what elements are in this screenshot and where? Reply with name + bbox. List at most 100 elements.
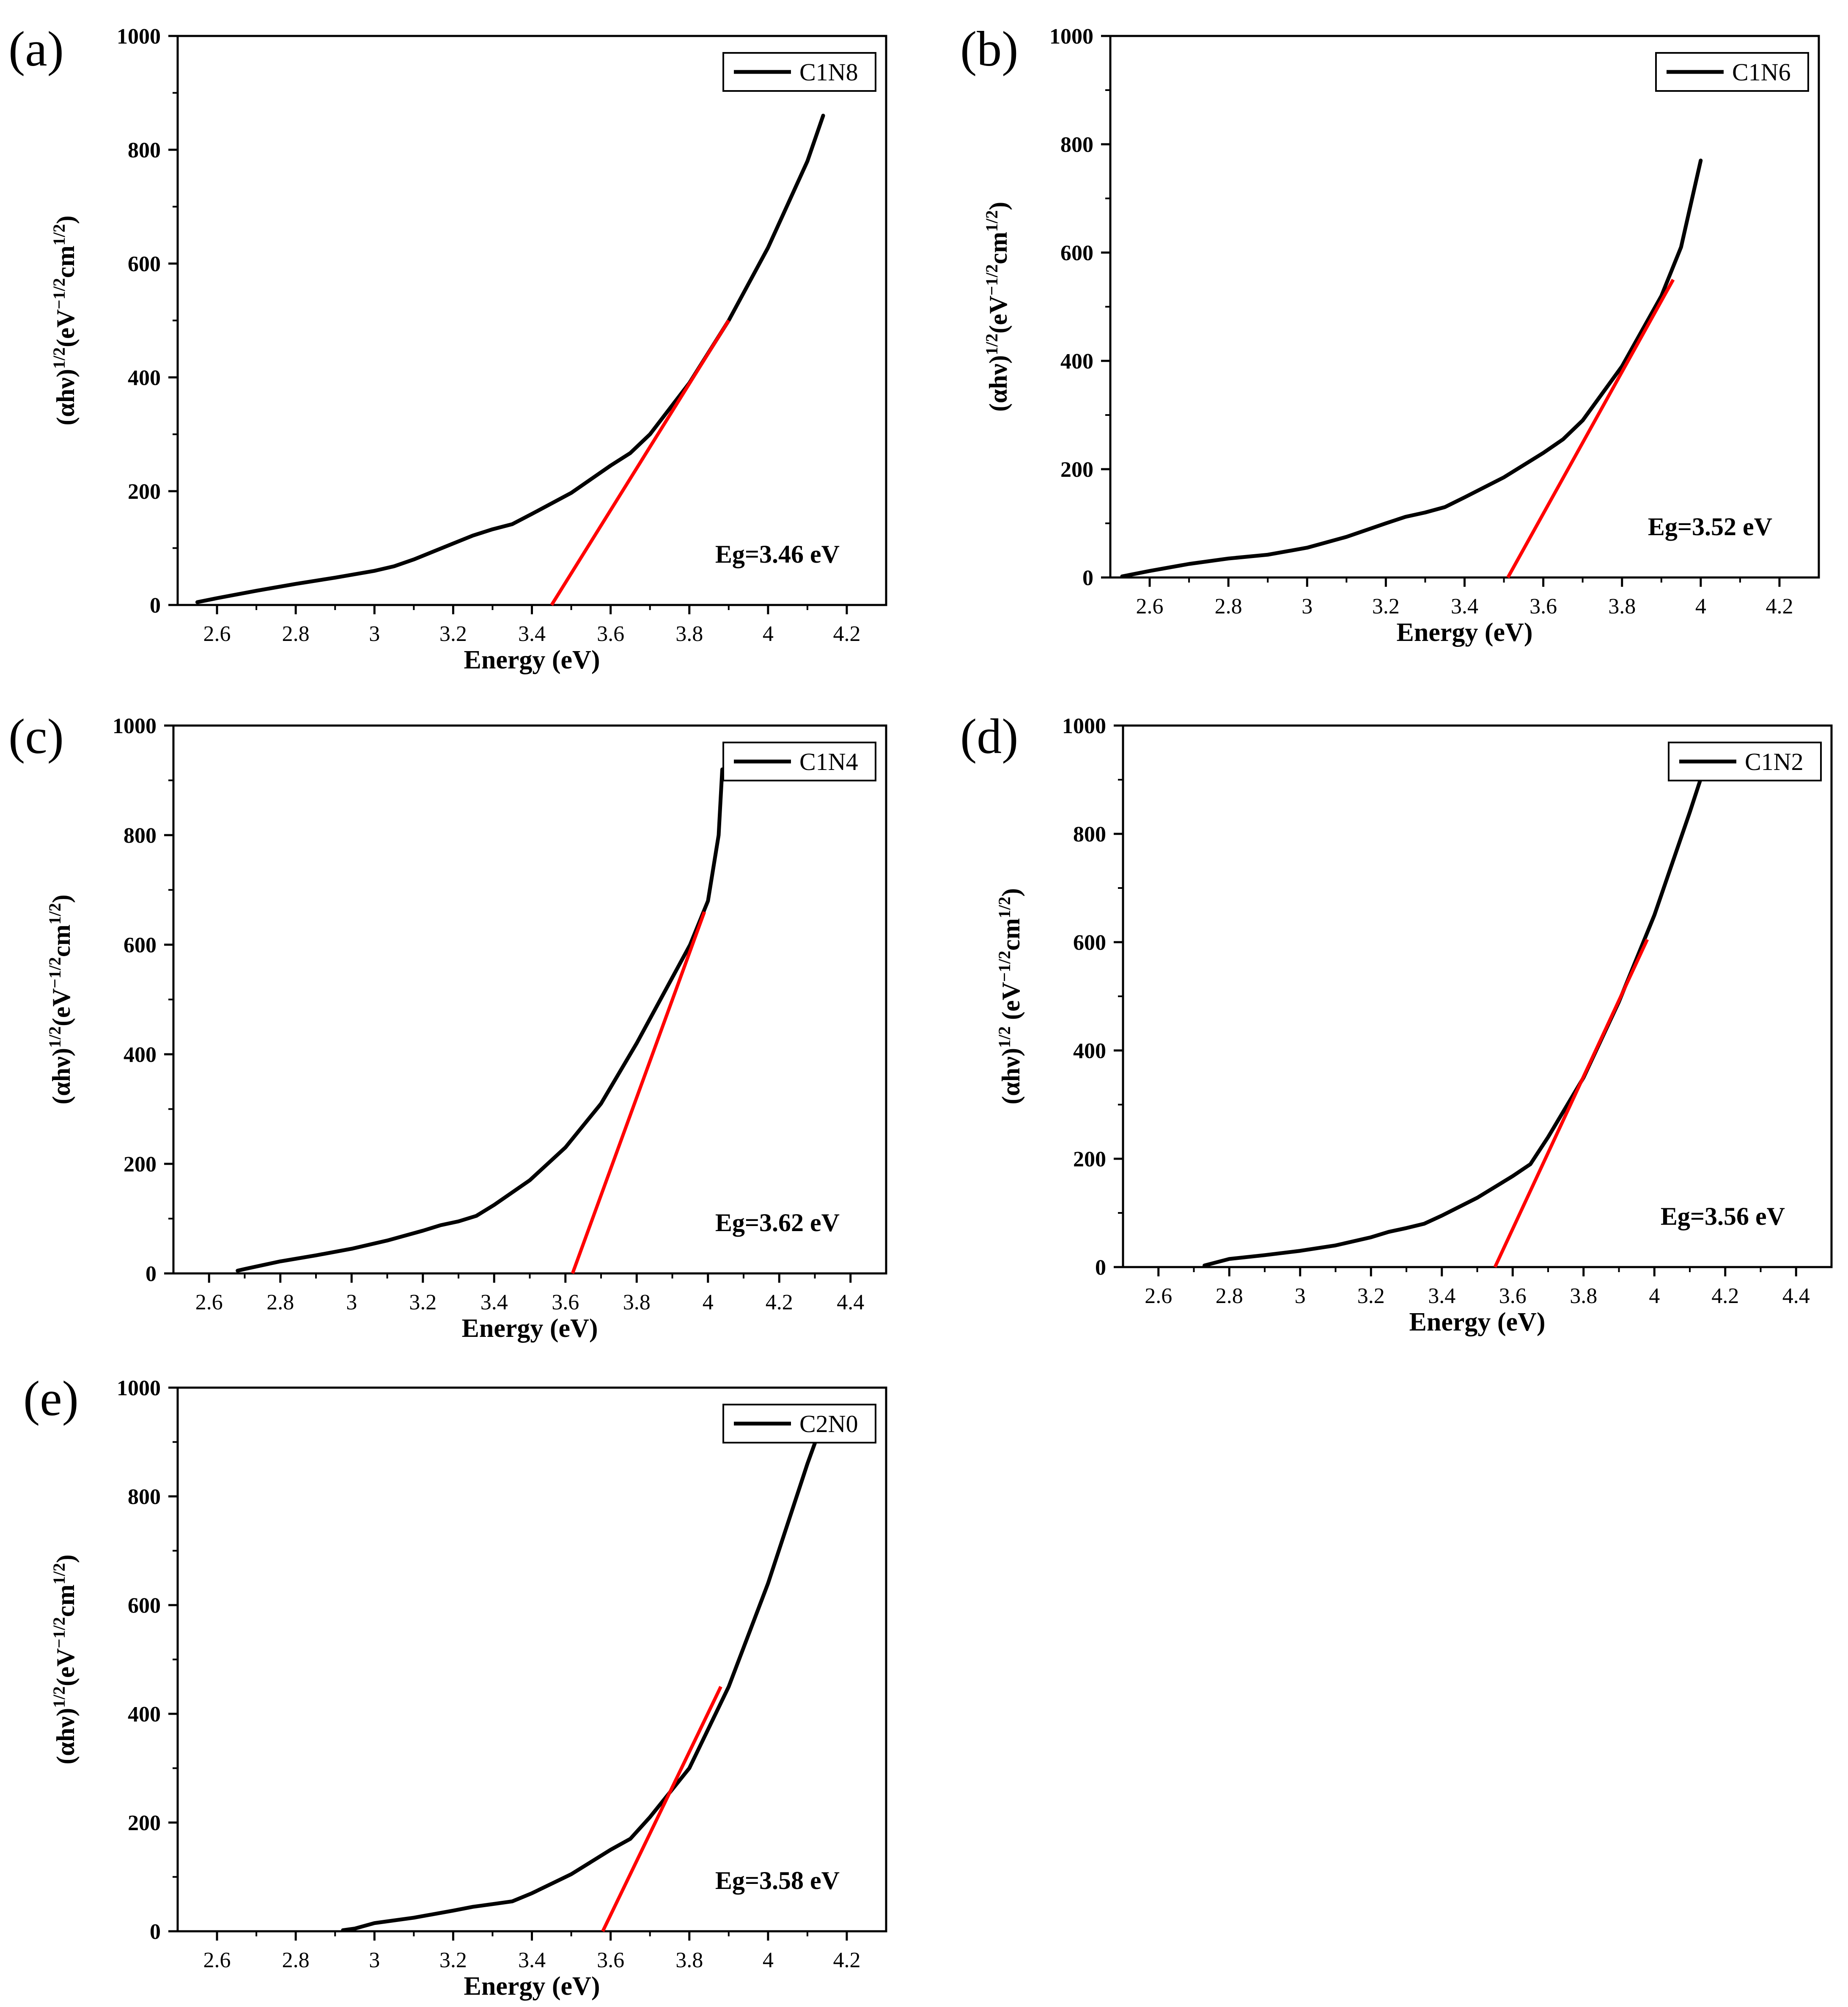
x-tick-label: 2.6 xyxy=(1145,1284,1172,1308)
x-tick-label: 3.2 xyxy=(1357,1284,1385,1308)
x-tick-label: 3 xyxy=(1302,594,1313,619)
y-tick-label: 400 xyxy=(128,366,161,390)
x-tick-label: 3.4 xyxy=(481,1290,508,1314)
x-tick-label: 3.6 xyxy=(552,1290,579,1314)
y-axis-label-part: 1/2 xyxy=(45,903,64,924)
y-axis-label: (αhν)1/2(eV−1/2cm1/2) xyxy=(49,1554,80,1764)
x-tick-label: 2.8 xyxy=(1215,594,1242,619)
fit-line xyxy=(571,911,706,1274)
series-line-C1N8 xyxy=(195,113,825,604)
legend-label: C2N0 xyxy=(799,1410,858,1438)
y-tick-label: 400 xyxy=(128,1702,161,1727)
y-tick-label: 1000 xyxy=(117,25,161,49)
y-axis-label-part: −1/2 xyxy=(982,264,1001,296)
y-axis-label-part: −1/2 xyxy=(45,957,64,988)
chart-panel-c: (c) 2.6 2.8 3 3.2 3.4 3.6 3.8 4 4.2 4.4 0 200 400 600 8… xyxy=(8,709,887,1343)
y-tick-label: 0 xyxy=(146,1262,157,1286)
x-tick-label: 2.6 xyxy=(203,622,231,646)
y-axis-label-part: −1/2 xyxy=(49,1617,69,1648)
plot-frame xyxy=(176,1386,887,1933)
x-tick-label: 4 xyxy=(1695,594,1706,619)
y-axis-label-part: cm xyxy=(52,1584,80,1617)
x-axis-label: Energy (eV) xyxy=(464,1972,600,2001)
series-line-C1N6 xyxy=(1120,158,1703,578)
y-axis-label-part: ) xyxy=(52,1554,80,1563)
fit-line xyxy=(550,319,730,606)
y-axis-label-part: ) xyxy=(47,894,75,903)
y-axis-label-part: 1/2 xyxy=(995,1026,1014,1048)
y-axis-label: (αhν)1/2(eV−1/2cm1/2) xyxy=(49,215,80,425)
y-axis-label-part: (eV xyxy=(47,988,75,1026)
y-axis-label-part: 1/2 xyxy=(995,896,1014,918)
plot-frame xyxy=(172,724,887,1275)
legend-label: C1N8 xyxy=(799,58,858,86)
y-tick-label: 1000 xyxy=(113,714,157,738)
fit-line xyxy=(1493,938,1649,1268)
y-axis-label-part: cm xyxy=(997,918,1025,951)
y-axis-label-part: cm xyxy=(984,232,1012,264)
y-axis-label-part: (eV xyxy=(997,982,1025,1026)
y-tick-label: 1000 xyxy=(1049,25,1093,49)
bandgap-annotation: Eg=3.56 eV xyxy=(1661,1202,1785,1230)
y-axis-label-part: ) xyxy=(52,215,80,224)
y-tick-label: 200 xyxy=(1060,458,1093,482)
legend-label: C1N2 xyxy=(1745,748,1804,775)
y-tick-label: 600 xyxy=(1073,931,1106,955)
x-tick-label: 3.8 xyxy=(675,622,703,646)
x-tick-label: 2.8 xyxy=(266,1290,294,1314)
y-axis-label-part: (eV xyxy=(984,295,1012,333)
y-axis-label-part: (αhν) xyxy=(984,355,1012,412)
y-axis-label-part: (αhν) xyxy=(47,1048,75,1105)
y-tick-label: 200 xyxy=(124,1152,157,1177)
series-line-C2N0 xyxy=(341,1440,817,1932)
legend-label: C1N4 xyxy=(799,748,858,775)
x-tick-label: 2.8 xyxy=(282,1948,310,1972)
x-tick-label: 4.2 xyxy=(1711,1284,1739,1308)
fit-line xyxy=(1506,279,1675,578)
x-tick-label: 3 xyxy=(346,1290,357,1314)
x-tick-label: 4 xyxy=(703,1290,714,1314)
y-tick-label: 0 xyxy=(1082,566,1093,590)
y-axis-label: (αhν)1/2(eV−1/2cm1/2) xyxy=(45,894,76,1104)
x-tick-label: 4.2 xyxy=(1766,594,1793,619)
y-axis-label-part: (eV xyxy=(52,1648,80,1686)
y-tick-label: 0 xyxy=(1095,1256,1106,1280)
y-tick-label: 600 xyxy=(128,1594,161,1618)
y-axis-label-part: (αhν) xyxy=(997,1048,1025,1105)
x-tick-label: 4.2 xyxy=(833,1948,860,1972)
bandgap-annotation: Eg=3.52 eV xyxy=(1648,513,1772,541)
y-axis-label-part: ) xyxy=(984,202,1012,210)
x-tick-label: 3 xyxy=(369,622,380,646)
x-tick-label: 3.4 xyxy=(518,622,546,646)
x-tick-label: 3.4 xyxy=(518,1948,546,1972)
x-axis-label: Energy (eV) xyxy=(1397,618,1533,647)
y-axis-label-part: 1/2 xyxy=(982,333,1001,355)
x-tick-label: 2.6 xyxy=(195,1290,223,1314)
x-tick-label: 2.8 xyxy=(1216,1284,1243,1308)
x-tick-label: 4 xyxy=(1649,1284,1660,1308)
y-axis-label-part: (αhν) xyxy=(52,1708,80,1765)
y-tick-label: 800 xyxy=(128,1485,161,1509)
fit-line xyxy=(601,1686,722,1932)
y-tick-label: 200 xyxy=(1073,1147,1106,1171)
x-tick-label: 2.6 xyxy=(1136,594,1164,619)
x-axis-label: Energy (eV) xyxy=(464,646,600,674)
x-tick-label: 4.2 xyxy=(766,1290,793,1314)
y-tick-label: 400 xyxy=(1060,349,1093,374)
y-axis-label-part: (αhν) xyxy=(52,369,80,426)
x-tick-label: 3.2 xyxy=(439,622,467,646)
y-tick-label: 200 xyxy=(128,480,161,504)
panel-label: (e) xyxy=(23,1371,79,1426)
y-tick-label: 800 xyxy=(124,824,157,848)
y-axis-label-part: cm xyxy=(47,924,75,957)
x-tick-label: 3.6 xyxy=(597,622,624,646)
chart-panel-a: (a) 2.6 2.8 3 3.2 3.4 3.6 3.8 4 4.2 0 200 400 600 800 1… xyxy=(8,21,887,674)
y-axis-label-part: 1/2 xyxy=(49,1563,69,1584)
x-tick-label: 3 xyxy=(369,1948,380,1972)
x-tick-label: 3.2 xyxy=(409,1290,437,1314)
y-tick-label: 800 xyxy=(128,138,161,162)
y-tick-label: 600 xyxy=(1060,241,1093,265)
x-tick-label: 3 xyxy=(1295,1284,1306,1308)
y-tick-label: 600 xyxy=(128,252,161,276)
